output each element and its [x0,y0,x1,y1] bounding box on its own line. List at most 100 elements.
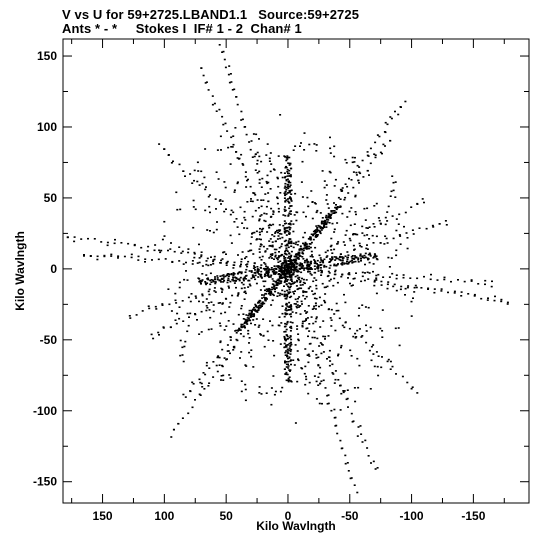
uv-point [307,268,310,270]
uv-point [221,51,224,53]
uv-point [293,214,296,216]
uv-point [237,293,240,295]
uv-point [388,266,391,268]
uv-point [181,250,184,253]
uv-point [268,157,271,160]
uv-point [277,229,280,231]
uv-point [250,270,253,272]
uv-point [296,279,298,282]
uv-point [252,192,255,194]
uv-point [288,265,291,268]
uv-point [243,287,246,289]
uv-point [279,343,282,345]
uv-point [191,182,194,184]
uv-point [395,274,398,276]
uv-point [329,264,332,267]
uv-point [363,207,366,210]
uv-point [268,290,270,293]
uv-point [232,349,235,351]
uv-point [217,178,220,180]
uv-point [302,290,305,292]
uv-point [208,293,211,296]
uv-point [329,260,331,263]
uv-point [356,329,359,332]
uv-point [284,279,287,282]
uv-point [231,294,234,297]
uv-point [272,168,275,170]
uv-point [260,393,263,395]
uv-point [193,251,196,254]
uv-point [298,278,301,281]
uv-point [247,178,249,181]
uv-point [263,345,266,348]
uv-point [300,271,303,274]
uv-point [349,349,352,352]
uv-point [302,265,305,267]
uv-point [387,205,390,208]
uv-point [242,279,245,282]
uv-point [278,265,281,268]
uv-point [336,281,339,284]
uv-point [345,398,348,401]
uv-point [259,275,262,278]
uv-point [240,258,243,260]
uv-point [258,324,261,327]
uv-point [271,278,274,280]
uv-point [367,306,370,309]
uv-point [303,132,306,134]
uv-point [307,361,310,364]
uv-point [93,238,96,240]
uv-point [344,372,347,375]
uv-point [287,268,290,271]
uv-point [336,264,339,266]
uv-point [378,135,381,138]
uv-point [372,460,375,463]
uv-point [305,279,308,281]
uv-point [443,276,446,279]
y-tick-label: 50 [44,191,58,205]
uv-point [374,468,377,470]
uv-point [269,170,272,173]
uv-point [328,170,331,173]
uv-point [303,149,306,151]
uv-point [207,290,210,293]
uv-point [281,236,284,239]
uv-point [327,335,330,337]
uv-point [415,286,418,289]
uv-point [323,226,326,229]
uv-point [285,199,288,201]
uv-point [334,269,337,272]
uv-point [254,209,257,212]
uv-point [215,171,218,173]
uv-point [317,364,320,366]
uv-point [404,287,407,290]
uv-point [379,223,382,225]
uv-point [283,192,286,195]
uv-point [280,264,283,267]
uv-point [333,408,336,411]
uv-point [397,113,400,116]
uv-point [285,278,287,280]
uv-point [302,242,304,245]
uv-point [302,267,305,269]
uv-point [243,216,246,219]
uv-point [255,133,258,136]
uv-point [290,189,293,192]
uv-point [333,185,336,187]
uv-point [264,298,267,301]
uv-point [208,309,211,311]
uv-point [212,280,215,283]
uv-point [470,280,473,282]
uv-point [370,359,373,362]
uv-point [266,248,269,250]
uv-point [223,251,226,253]
uv-point [326,218,328,221]
uv-point [247,332,250,335]
uv-point [276,284,279,286]
uv-point [312,307,315,310]
uv-point [229,336,232,338]
uv-point [355,272,357,274]
uv-point [250,236,253,238]
uv-point [275,248,278,251]
uv-point [290,245,293,247]
